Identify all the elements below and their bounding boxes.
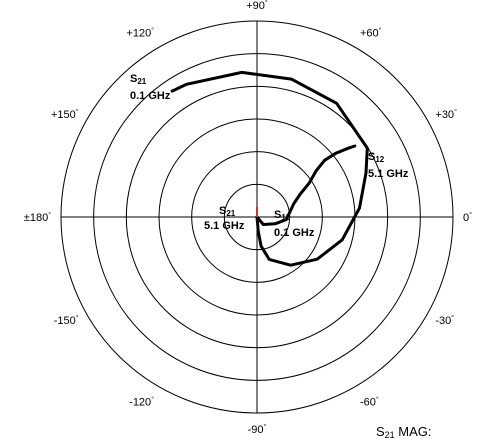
tick-label-neg60: -60° (360, 395, 379, 408)
tick-label-30: +30° (435, 108, 457, 121)
s21-start-label: S21 0.1 GHz (130, 73, 171, 102)
series-s21-line (170, 70, 369, 267)
series-lines (170, 70, 369, 267)
svg-text:S21: S21 (130, 73, 147, 86)
s12-start-label: S12 0.1 GHz (274, 209, 315, 239)
tick-label-150: +150° (51, 108, 79, 121)
svg-text:S12: S12 (368, 151, 385, 164)
tick-label-90: +90° (246, 0, 268, 12)
s12-start-freq: 0.1 GHz (274, 227, 315, 239)
s12-end-label: S12 5.1 GHz (368, 151, 409, 180)
svg-text:S12: S12 (274, 209, 291, 222)
tick-label-60: +60° (360, 27, 382, 40)
series-s12-line (255, 144, 357, 226)
footer-legend: S21 MAG: (376, 424, 432, 440)
s21-start-name: S (130, 73, 137, 85)
svg-text:S21: S21 (219, 205, 236, 218)
s21-end-label: S21 5.1 GHz (204, 205, 245, 232)
tick-label-neg120: -120° (129, 395, 154, 408)
angular-tick-labels: +90° +60° +30° 0° -30° -60° -90° -120° -150° ±180… (24, 0, 472, 436)
tick-label-180: ±180° (24, 211, 51, 224)
s21-end-freq: 5.1 GHz (204, 220, 245, 232)
tick-label-120: +120° (126, 27, 154, 40)
s12-end-freq: 5.1 GHz (368, 168, 409, 180)
tick-label-neg150: -150° (54, 314, 79, 327)
tick-label-neg90: -90° (248, 423, 267, 436)
tick-label-0: 0° (463, 211, 472, 224)
tick-label-neg30: -30° (435, 314, 454, 327)
s21-start-freq: 0.1 GHz (130, 90, 171, 102)
